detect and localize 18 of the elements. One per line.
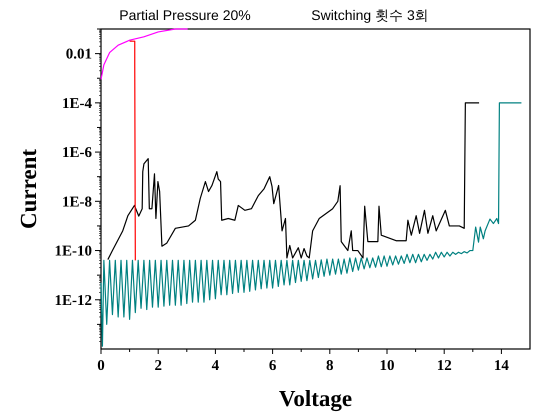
text: Switching 횟수 3회 [311, 7, 429, 23]
y-tick-label: 1E-12 [54, 292, 92, 309]
x-axis-title: Voltage [278, 386, 352, 412]
text: Partial Pressure 20% [119, 7, 251, 23]
y-axis-title: Current [16, 148, 41, 230]
y-tick-label: 1E-4 [62, 96, 92, 112]
x-tick-label: 2 [154, 358, 162, 374]
x-tick-label: 10 [380, 358, 394, 374]
y-tick-label: 1E-10 [54, 244, 92, 260]
x-tick-label: 0 [97, 358, 105, 374]
x-tick-label: 14 [494, 358, 510, 374]
x-tick-label: 6 [268, 358, 277, 374]
x-tick-label: 4 [212, 358, 220, 374]
y-tick-label: 1E-6 [62, 145, 92, 162]
y-tick-label: 1E-8 [62, 194, 92, 210]
x-tick-label: 8 [326, 358, 334, 374]
y-tick-label: 0.01 [66, 46, 92, 63]
x-tick-label: 12 [436, 358, 452, 374]
